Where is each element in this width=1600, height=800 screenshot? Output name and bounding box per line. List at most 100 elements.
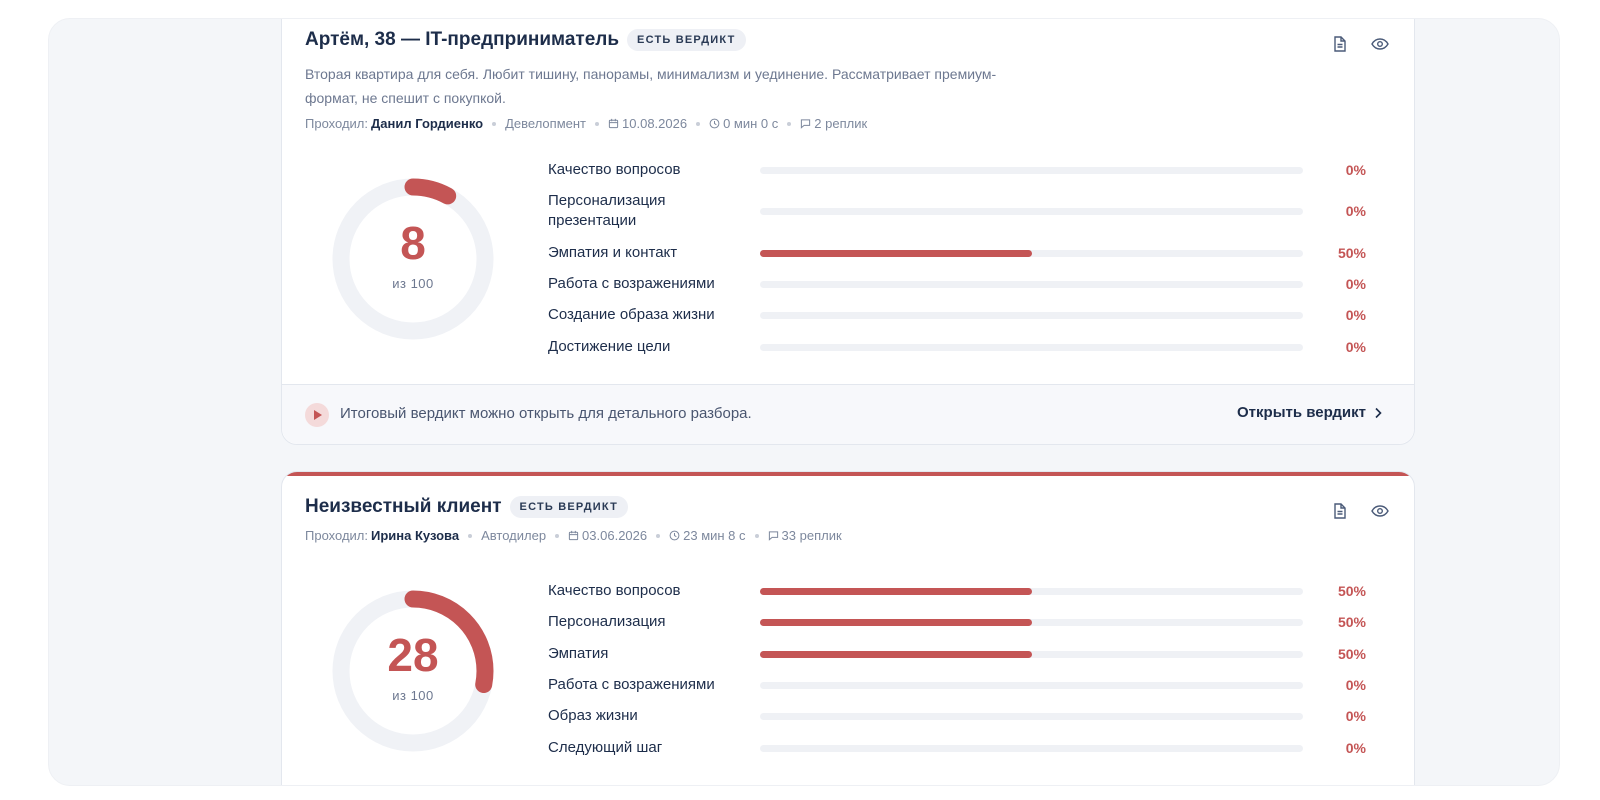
metric-percent: 0% — [1345, 708, 1366, 724]
score-value: 8 — [400, 217, 426, 269]
metric-fill — [760, 650, 1032, 658]
metric-bar — [760, 249, 1303, 257]
score-arc — [332, 178, 494, 340]
metric-percent: 0% — [1345, 162, 1366, 178]
card-title: Неизвестный клиент — [305, 496, 502, 517]
score-ring — [332, 590, 494, 752]
metric-bar — [760, 207, 1303, 215]
session-date: 10.08.2026 — [622, 116, 688, 131]
metric-label: Персонализация — [548, 613, 666, 630]
metric-bar — [760, 343, 1303, 351]
metric-row: Эмпатия 50% — [548, 644, 1366, 664]
replies-count: 33 реплик — [781, 528, 842, 543]
separator-dot — [787, 121, 792, 126]
metric-fill — [760, 249, 1032, 257]
eye-icon[interactable] — [1370, 501, 1390, 521]
card-meta: Проходил: Ирина Кузова Автодилер 03.06.2… — [305, 528, 842, 543]
metric-bar — [760, 280, 1303, 288]
metric-label: Качество вопросов — [548, 161, 681, 178]
metric-row: Качество вопросов 50% — [548, 581, 1366, 601]
chat-icon — [768, 531, 778, 541]
separator-dot — [696, 121, 701, 126]
metric-bar — [760, 712, 1303, 720]
separator-dot — [555, 533, 560, 538]
metric-bar — [760, 744, 1303, 752]
clock-icon — [709, 118, 720, 129]
session-date: 03.06.2026 — [582, 528, 648, 543]
card-actions — [1330, 501, 1390, 521]
metric-bar — [760, 681, 1303, 689]
chevron-right-icon — [1375, 407, 1382, 418]
replies-count: 2 реплик — [814, 116, 868, 131]
metric-bar — [760, 618, 1303, 626]
metric-label: Эмпатия и контакт — [548, 244, 678, 261]
score-value: 28 — [387, 629, 439, 681]
metric-label: Достижение цели — [548, 338, 671, 355]
metric-row: Работа с возражениями 0% — [548, 274, 1366, 294]
metric-row: Создание образа жизни 0% — [548, 305, 1366, 325]
trainee-name: Данил Гордиенко — [371, 116, 484, 131]
separator-dot — [468, 533, 473, 538]
metric-bar — [760, 650, 1303, 658]
clock-icon — [669, 530, 680, 541]
separator-dot — [656, 533, 661, 538]
open-verdict-link[interactable]: Открыть вердикт — [1237, 404, 1382, 421]
metric-percent: 50% — [1337, 583, 1366, 599]
card-meta: Проходил: Данил Гордиенко Девелопмент 10… — [305, 116, 867, 131]
metric-label: Создание образа жизни — [548, 306, 715, 323]
status-stripe — [282, 472, 1414, 476]
metric-percent: 50% — [1337, 245, 1366, 261]
trainee-name: Ирина Кузова — [371, 528, 460, 543]
score-ring — [332, 178, 494, 340]
metric-label: Работа с возражениями — [548, 676, 715, 693]
metric-row: Персонализация 50% — [548, 612, 1366, 632]
metric-percent: 0% — [1345, 740, 1366, 756]
metric-label: Следующий шаг — [548, 739, 663, 756]
metric-row: Персонализация презентации 0% — [548, 191, 1366, 231]
metric-row: Эмпатия и контакт 50% — [548, 243, 1366, 263]
session-card: Артём, 38 — IT-предприниматель ЕСТЬ ВЕРД… — [281, 19, 1415, 445]
metric-row: Достижение цели 0% — [548, 337, 1366, 357]
metric-row: Образ жизни 0% — [548, 706, 1366, 726]
score-arc — [332, 590, 494, 752]
card-header: Неизвестный клиент ЕСТЬ ВЕРДИКТ — [305, 496, 628, 518]
calendar-icon — [608, 118, 619, 129]
verdict-badge: ЕСТЬ ВЕРДИКТ — [627, 29, 746, 51]
card-header: Артём, 38 — IT-предприниматель ЕСТЬ ВЕРД… — [305, 29, 746, 51]
calendar-icon — [568, 530, 579, 541]
metric-fill — [760, 618, 1032, 626]
score-of-label: из 100 — [392, 276, 434, 291]
metric-label: Качество вопросов — [548, 582, 681, 599]
metric-bar — [760, 587, 1303, 595]
separator-dot — [754, 533, 759, 538]
separator-dot — [595, 121, 600, 126]
document-icon[interactable] — [1330, 501, 1350, 521]
metric-bar — [760, 166, 1303, 174]
department: Девелопмент — [505, 116, 587, 131]
metric-percent: 0% — [1345, 203, 1366, 219]
metric-percent: 50% — [1337, 646, 1366, 662]
metric-row: Качество вопросов 0% — [548, 160, 1366, 180]
metric-percent: 0% — [1345, 677, 1366, 693]
page-background: Артём, 38 — IT-предприниматель ЕСТЬ ВЕРД… — [48, 18, 1560, 786]
metric-label: Работа с возражениями — [548, 275, 715, 292]
metric-row: Следующий шаг 0% — [548, 738, 1366, 758]
separator-dot — [492, 121, 497, 126]
eye-icon[interactable] — [1370, 34, 1390, 54]
metric-bar — [760, 311, 1303, 319]
metric-fill — [760, 587, 1032, 595]
play-icon[interactable] — [305, 403, 329, 427]
session-duration: 23 мин 8 с — [683, 528, 746, 543]
metric-percent: 0% — [1345, 276, 1366, 292]
card-actions — [1330, 34, 1390, 54]
score-of-label: из 100 — [392, 688, 434, 703]
department: Автодилер — [481, 528, 547, 543]
document-icon[interactable] — [1330, 34, 1350, 54]
verdict-footer: Итоговый вердикт можно открыть для детал… — [282, 384, 1414, 444]
session-card: Неизвестный клиент ЕСТЬ ВЕРДИКТ Проходил… — [281, 471, 1415, 785]
card-title: Артём, 38 — IT-предприниматель — [305, 29, 620, 50]
card-description: Вторая квартира для себя. Любит тишину, … — [305, 66, 997, 106]
metric-label: Эмпатия — [548, 645, 609, 662]
score-donut: 8 из 100 — [330, 176, 496, 342]
metric-percent: 0% — [1345, 307, 1366, 323]
